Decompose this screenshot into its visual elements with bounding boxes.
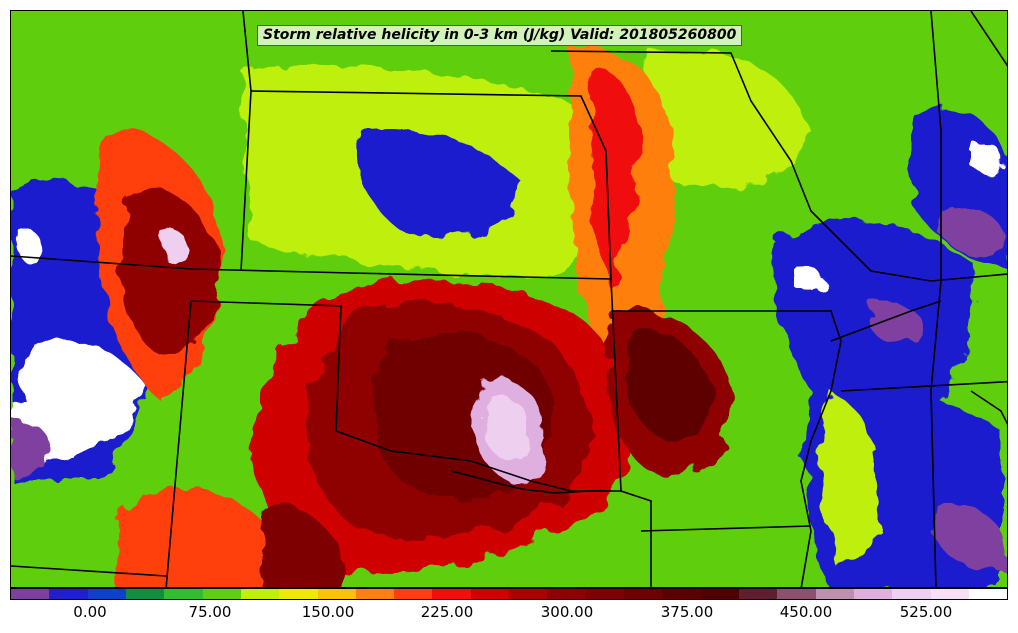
colorbar-tick-label: 525.00 [899,603,953,621]
colorbar-tick-label: 375.00 [660,603,714,621]
colorbar-segment [892,589,931,599]
state-boundaries [11,11,1007,587]
colorbar-segment [853,589,893,599]
colorbar-segment [11,589,50,599]
colorbar-segment [317,589,356,599]
colorbar-segment [125,589,165,599]
colorbar-segment [547,589,586,599]
colorbar-segment [624,589,663,599]
colorbar-tick-label: 450.00 [779,603,833,621]
colorbar-tick-label: 225.00 [420,603,474,621]
colorbar-segment [700,589,739,599]
colorbar-tick-label: 150.00 [301,603,355,621]
colorbar-segment [968,589,1008,599]
colorbar-segment [87,589,126,599]
colorbar-segment [432,589,471,599]
colorbar-tick-label: 0.00 [73,603,107,621]
map-title: Storm relative helicity in 0-3 km (J/kg)… [257,25,743,46]
colorbar-segment [509,589,548,599]
colorbar-tick-label: 300.00 [540,603,594,621]
colorbar-segment [279,589,318,599]
colorbar-segment [777,589,816,599]
colorbar-segment [355,589,395,599]
colorbar-segment [662,589,701,599]
colorbar-segment [394,589,433,599]
colorbar-segment [49,589,88,599]
colorbar-segment [240,589,280,599]
map-frame: Storm relative helicity in 0-3 km (J/kg)… [10,10,1008,588]
colorbar-segment [585,589,624,599]
helicity-field-map [11,11,1007,587]
colorbar-segment [815,589,854,599]
colorbar-segment [202,589,241,599]
colorbar-segment [738,589,778,599]
colorbar-tick-label: 75.00 [188,603,232,621]
colorbar [10,588,1008,600]
colorbar-segment [470,589,510,599]
colorbar-segment [930,589,969,599]
helicity-field [11,11,1007,587]
colorbar-segment [164,589,203,599]
